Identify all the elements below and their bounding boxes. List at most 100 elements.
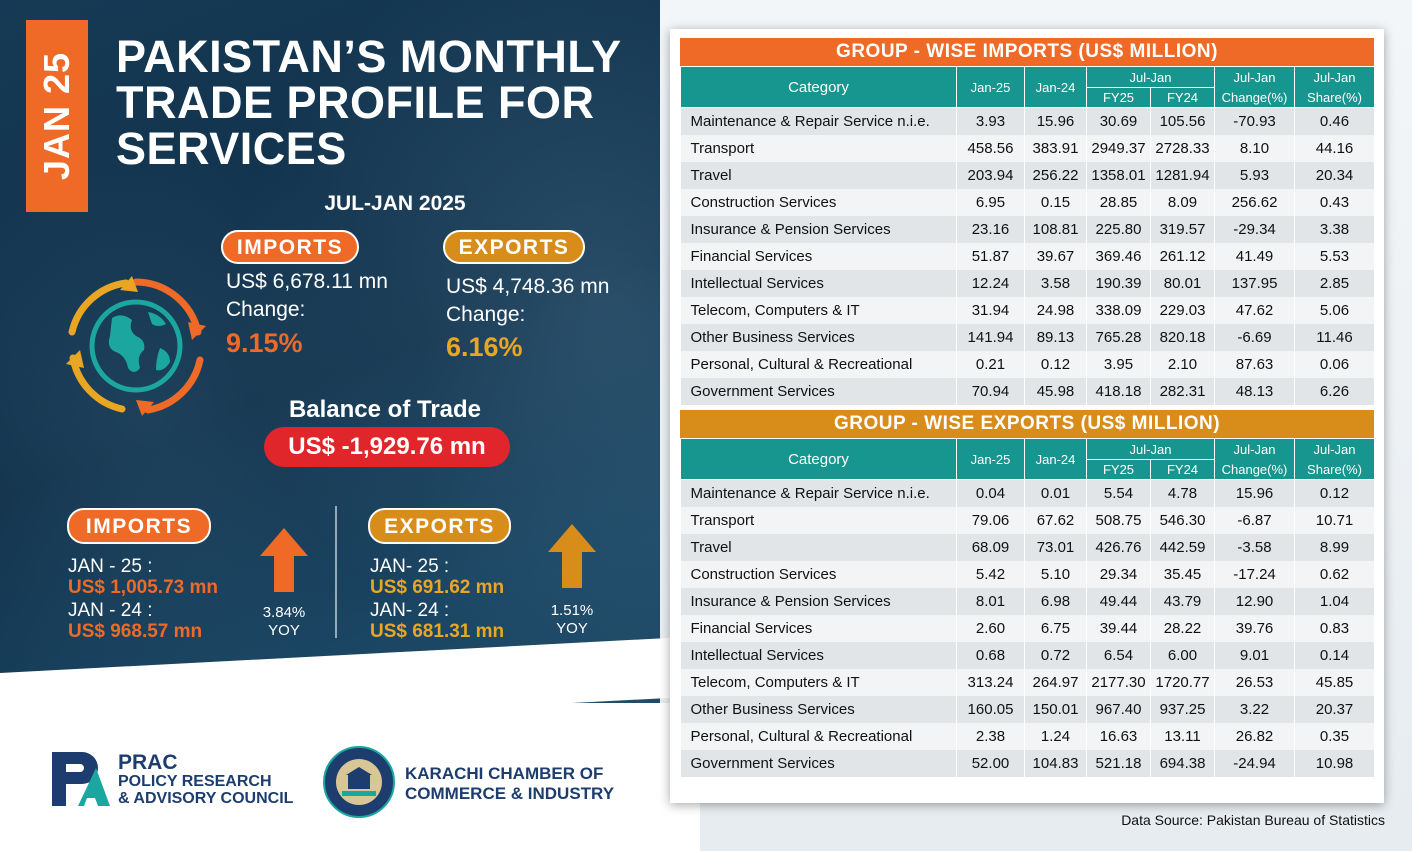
- title-line-1: PAKISTAN’S MONTHLY: [116, 31, 622, 82]
- row-category: Travel: [680, 162, 957, 189]
- row-category: Travel: [680, 534, 957, 561]
- row-category: Insurance & Pension Services: [680, 216, 957, 243]
- imports-change-label: Change:: [226, 298, 306, 321]
- row-category: Maintenance & Repair Service n.i.e.: [680, 479, 957, 507]
- exports-table: Category Jan-25 Jan-24 Jul-Jan Jul-Jan J…: [680, 438, 1376, 777]
- table-cell: 5.06: [1294, 297, 1376, 324]
- table-cell: 150.01: [1024, 696, 1087, 723]
- table-cell: 23.16: [956, 216, 1025, 243]
- table-cell: 0.83: [1294, 615, 1376, 642]
- table-cell: 52.00: [956, 750, 1025, 777]
- table-cell: 2177.30: [1086, 669, 1151, 696]
- row-category: Government Services: [680, 750, 957, 777]
- exports-yoy-label: YOY: [556, 620, 588, 637]
- table-cell: 39.67: [1024, 243, 1087, 270]
- table-cell: 3.22: [1214, 696, 1296, 723]
- table-cell: 458.56: [956, 135, 1025, 162]
- prac-line-1: POLICY RESEARCH: [118, 773, 272, 790]
- table-cell: -3.58: [1214, 534, 1296, 561]
- table-cell: 141.94: [956, 324, 1025, 351]
- table-cell: 225.80: [1086, 216, 1151, 243]
- table-cell: 89.13: [1024, 324, 1087, 351]
- table-cell: 15.96: [1214, 479, 1296, 507]
- table-cell: 104.83: [1024, 750, 1087, 777]
- row-category: Other Business Services: [680, 324, 957, 351]
- table-cell: 6.98: [1024, 588, 1087, 615]
- table-row: Other Business Services 160.05 150.01 967.4…: [680, 696, 1376, 723]
- table-cell: 2.85: [1294, 270, 1376, 297]
- col-header-juljan: Jul-Jan: [1085, 438, 1216, 460]
- table-cell: 765.28: [1086, 324, 1151, 351]
- col-header-fy25: FY25: [1086, 459, 1151, 480]
- col-header-fy24: FY24: [1149, 459, 1216, 480]
- table-cell: 79.06: [956, 507, 1025, 534]
- kcci-line-2: COMMERCE & INDUSTRY: [405, 784, 615, 803]
- table-cell: 0.01: [1024, 479, 1087, 507]
- table-cell: 282.31: [1150, 378, 1216, 405]
- tables-panel: GROUP - WISE IMPORTS (US$ MILLION) Categ…: [670, 29, 1384, 803]
- table-cell: 521.18: [1086, 750, 1151, 777]
- col-header-share-bottom: Share(%): [1294, 459, 1376, 480]
- table-cell: 256.62: [1214, 189, 1296, 216]
- row-category: Financial Services: [680, 615, 957, 642]
- row-category: Construction Services: [680, 189, 957, 216]
- table-cell: 20.34: [1294, 162, 1376, 189]
- table-cell: 383.91: [1024, 135, 1087, 162]
- table-cell: 694.38: [1150, 750, 1216, 777]
- exports-jan25-label: JAN- 25 :: [370, 556, 450, 577]
- table-cell: 2.38: [956, 723, 1025, 750]
- table-cell: 10.98: [1294, 750, 1376, 777]
- table-cell: 1.04: [1294, 588, 1376, 615]
- imports-jan25-label: JAN - 25 :: [68, 556, 153, 577]
- table-cell: 546.30: [1150, 507, 1216, 534]
- kcci-line-1: KARACHI CHAMBER OF: [405, 764, 604, 783]
- table-cell: 48.13: [1214, 378, 1296, 405]
- table-row: Personal, Cultural & Recreational 2.38 1.2…: [680, 723, 1376, 750]
- table-cell: 0.35: [1294, 723, 1376, 750]
- table-cell: 39.76: [1214, 615, 1296, 642]
- table-cell: 0.12: [1024, 351, 1087, 378]
- table-cell: 47.62: [1214, 297, 1296, 324]
- table-cell: 1.24: [1024, 723, 1087, 750]
- table-cell: 12.24: [956, 270, 1025, 297]
- table-cell: 51.87: [956, 243, 1025, 270]
- row-category: Intellectual Services: [680, 270, 957, 297]
- table-cell: 508.75: [1086, 507, 1151, 534]
- table-cell: 6.00: [1150, 642, 1216, 669]
- imports-jan24-value: US$ 968.57 mn: [68, 621, 203, 642]
- table-cell: 0.15: [1024, 189, 1087, 216]
- table-cell: 8.10: [1214, 135, 1296, 162]
- table-cell: -6.69: [1214, 324, 1296, 351]
- col-header-jan25: Jan-25: [956, 438, 1025, 480]
- table-cell: 26.82: [1214, 723, 1296, 750]
- imports-yoy-label: YOY: [268, 622, 300, 639]
- table-cell: 49.44: [1086, 588, 1151, 615]
- table-cell: 5.93: [1214, 162, 1296, 189]
- col-header-juljan: Jul-Jan: [1085, 66, 1216, 88]
- row-category: Telecom, Computers & IT: [680, 669, 957, 696]
- col-header-share-top: Jul-Jan: [1294, 66, 1376, 88]
- table-cell: 108.81: [1024, 216, 1087, 243]
- row-category: Insurance & Pension Services: [680, 588, 957, 615]
- table-cell: 967.40: [1086, 696, 1151, 723]
- table-cell: 369.46: [1086, 243, 1151, 270]
- row-category: Telecom, Computers & IT: [680, 297, 957, 324]
- table-cell: 87.63: [1214, 351, 1296, 378]
- table-cell: 160.05: [956, 696, 1025, 723]
- table-cell: 29.34: [1086, 561, 1151, 588]
- col-header-fy24: FY24: [1149, 87, 1216, 108]
- col-header-category: Category: [680, 438, 957, 480]
- table-cell: 0.62: [1294, 561, 1376, 588]
- table-cell: 256.22: [1024, 162, 1087, 189]
- table-row: Maintenance & Repair Service n.i.e. 0.04 0…: [680, 479, 1376, 507]
- arrow-up-icon: [260, 528, 308, 592]
- table-cell: 0.68: [956, 642, 1025, 669]
- table-cell: 264.97: [1024, 669, 1087, 696]
- table-cell: 937.25: [1150, 696, 1216, 723]
- exports-table-title: GROUP - WISE EXPORTS (US$ MILLION): [680, 410, 1374, 438]
- monthly-exports-pill: EXPORTS: [368, 508, 511, 544]
- data-source: Data Source: Pakistan Bureau of Statisti…: [1121, 812, 1385, 828]
- imports-value: US$ 6,678.11 mn: [226, 270, 388, 293]
- imports-change-value: 9.15%: [226, 328, 303, 358]
- table-row: Intellectual Services 0.68 0.72 6.54 6.00 9.0…: [680, 642, 1376, 669]
